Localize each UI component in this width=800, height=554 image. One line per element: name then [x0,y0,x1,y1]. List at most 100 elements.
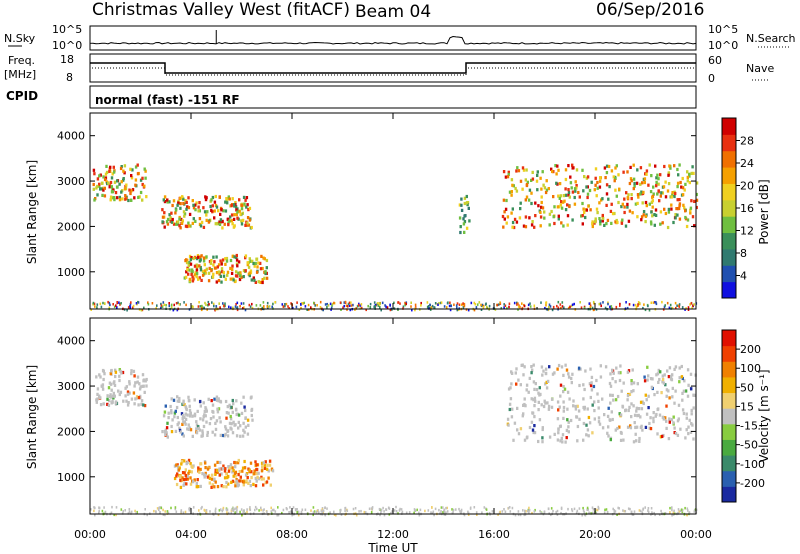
data-cell [515,189,519,193]
data-cell [201,429,204,433]
data-cell [655,412,658,417]
data-cell [179,485,183,489]
data-cell [222,485,225,489]
data-cell [664,383,667,387]
data-cell [574,180,577,184]
data-cell [566,223,569,227]
data-cell [170,211,173,215]
data-cell [641,181,644,185]
data-cell [260,469,264,473]
ground-scatter-cell [373,301,376,304]
data-cell [576,424,580,429]
data-cell [678,204,681,208]
data-cell [250,470,253,474]
ground-scatter-cell [254,505,257,509]
data-cell [200,220,204,224]
data-cell [530,365,533,369]
data-cell [98,373,101,377]
data-cell [231,398,234,403]
data-cell [190,256,193,260]
ground-scatter-cell [108,306,111,310]
ground-scatter-cell [211,301,213,304]
data-cell [234,480,237,485]
data-cell [265,480,269,484]
ground-scatter-cell [246,510,248,514]
data-cell [655,184,658,188]
data-cell [103,177,107,182]
ground-scatter-cell [482,306,485,309]
data-cell [108,381,112,385]
data-cell [176,463,179,467]
ground-scatter-cell [291,513,293,517]
data-cell [679,180,682,185]
ground-scatter-cell [550,513,552,517]
data-cell [571,372,574,376]
ground-scatter-cell [430,306,433,309]
data-cell [239,479,242,483]
nave-tick-top: 60 [708,54,722,67]
data-cell [113,394,116,398]
ground-scatter-cell [413,508,416,511]
data-cell [205,218,208,222]
x-tick-label: 00:00 [74,528,106,541]
data-cell [199,417,202,421]
data-cell [659,173,662,177]
data-cell [166,435,169,439]
data-cell [532,363,535,367]
data-cell [215,468,219,472]
ground-scatter-cell [534,508,536,512]
data-cell [533,396,537,400]
data-cell [210,198,213,202]
data-cell [213,266,217,270]
ground-scatter-cell [571,509,574,513]
data-cell [234,274,238,278]
data-cell [186,268,189,272]
freq-tick-top: 18 [60,53,74,66]
data-cell [590,388,594,392]
ground-scatter-cell [282,305,285,308]
ground-scatter-cell [242,307,244,310]
data-cell [188,414,192,418]
data-cell [533,415,536,419]
data-cell [573,187,577,191]
data-cell [204,271,208,275]
data-cell [598,201,601,205]
data-cell [584,215,587,220]
ground-scatter-cell [262,301,265,304]
data-cell [227,482,230,486]
data-cell [163,195,167,199]
data-cell [603,166,607,170]
data-cell [123,164,127,168]
data-cell [163,211,166,215]
data-cell [206,475,210,479]
data-cell [125,399,128,403]
data-cell [565,428,569,432]
data-cell [507,170,510,174]
ground-scatter-cell [111,505,113,509]
data-cell [230,271,234,275]
data-cell [630,193,633,197]
data-cell [219,399,222,403]
data-cell [182,201,185,206]
data-cell [659,194,662,198]
data-cell [680,185,683,189]
data-cell [170,424,173,429]
colorbar-segment [722,199,736,217]
data-cell [530,420,534,424]
ground-scatter-cell [693,303,695,306]
ground-scatter-cell [679,509,682,513]
data-cell [463,220,467,224]
data-cell [113,198,116,202]
ground-scatter-cell [401,510,404,514]
ground-scatter-cell [340,308,342,311]
data-cell [198,470,201,474]
data-cell [202,401,205,405]
ground-scatter-cell [497,303,500,306]
data-cell [683,379,686,383]
ground-scatter-cell [447,301,449,304]
ground-scatter-cell [623,509,626,513]
data-cell [668,417,671,421]
data-cell [193,398,196,402]
ground-scatter-cell [219,508,222,511]
data-cell [239,424,242,428]
